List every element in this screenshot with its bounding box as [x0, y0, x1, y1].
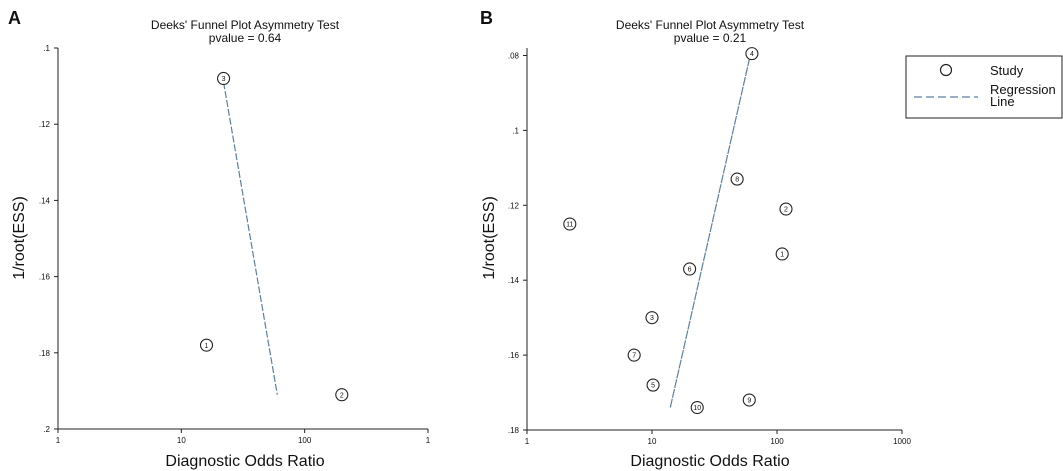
study-label: 2 — [340, 392, 344, 399]
y-tick-label-b: .08 — [508, 51, 520, 60]
study-marker — [779, 202, 793, 216]
x-tick-label-b: 1000 — [893, 437, 911, 446]
x-tick-label-b: 100 — [770, 437, 784, 446]
y-tick-label-b: .16 — [508, 351, 520, 360]
study-point-b-5: 5 — [646, 378, 660, 392]
regression-line-segment-a — [222, 82, 278, 395]
study-point-b-2: 2 — [779, 202, 793, 216]
study-point-b-11: 11 — [563, 217, 577, 231]
chart-subtitle-b: pvalue = 0.21 — [674, 31, 747, 45]
y-axis-label-b: 1/root(ESS) — [481, 196, 498, 280]
study-point-b-10: 10 — [690, 400, 704, 415]
chart-title-b: Deeks' Funnel Plot Asymmetry Test — [616, 18, 805, 32]
study-label: 2 — [784, 207, 788, 214]
study-marker — [199, 338, 214, 352]
y-tick-label-b: .14 — [508, 276, 520, 285]
x-tick-label-a: 10 — [177, 436, 186, 445]
study-point-b-4: 4 — [745, 47, 759, 61]
study-marker — [745, 47, 759, 61]
study-label: 3 — [650, 315, 654, 322]
study-label: 5 — [651, 383, 655, 390]
study-point-a-1: 1 — [199, 338, 214, 352]
study-marker — [683, 262, 697, 276]
chart-title-a: Deeks' Funnel Plot Asymmetry Test — [151, 18, 340, 32]
study-marker — [645, 311, 659, 325]
y-tick-label-a: .18 — [39, 349, 51, 358]
regression-line-b — [669, 51, 752, 408]
legend-box — [905, 55, 1063, 119]
study-marker — [627, 348, 641, 362]
study-point-b-9: 9 — [742, 393, 756, 407]
y-tick-label-b: .12 — [508, 201, 520, 210]
y-tick-label-b: .18 — [508, 426, 520, 435]
y-tick-label-b: .1 — [512, 126, 519, 135]
study-label: 3 — [222, 76, 226, 83]
study-label: 8 — [735, 177, 739, 184]
y-tick-label-a: .2 — [43, 425, 50, 434]
x-tick-label-a: 100 — [298, 436, 312, 445]
panel-a: A Deeks' Funnel Plot Asymmetry Test pval… — [8, 8, 431, 470]
panel-label-a: A — [8, 8, 21, 28]
study-marker — [646, 378, 660, 392]
legend-study-label: Study — [990, 63, 1024, 78]
study-label: 7 — [632, 353, 636, 360]
panel-b: B Deeks' Funnel Plot Asymmetry Test pval… — [480, 8, 911, 470]
x-tick-label-b: 1 — [525, 437, 530, 446]
y-tick-label-a: .1 — [43, 44, 50, 53]
study-point-a-3: 3 — [217, 71, 231, 86]
study-marker — [775, 247, 789, 261]
points-a: 1 2 3 — [199, 71, 349, 402]
study-point-b-7: 7 — [627, 348, 641, 362]
x-axis-label-b: Diagnostic Odds Ratio — [630, 453, 789, 470]
y-tick-label-a: .16 — [39, 273, 51, 282]
panel-label-b: B — [480, 8, 493, 28]
study-point-b-1: 1 — [775, 247, 789, 261]
regression-line-a — [222, 82, 278, 395]
study-marker — [730, 172, 744, 186]
study-marker — [742, 393, 756, 407]
study-label: 4 — [750, 51, 754, 58]
y-axis-label-a: 1/root(ESS) — [11, 196, 28, 280]
study-label: 9 — [747, 398, 751, 405]
study-label: 1 — [780, 252, 784, 259]
regression-line-segment-b — [669, 51, 752, 408]
y-tick-label-a: .12 — [39, 120, 51, 129]
axes-b: .08 .1 .12 .14 .16 .18 1 10 100 1000 — [508, 48, 911, 446]
x-tick-label-a: 1 — [426, 436, 431, 445]
study-label: 1 — [205, 343, 209, 350]
study-label: 10 — [693, 405, 701, 412]
x-tick-label-b: 10 — [648, 437, 657, 446]
legend-study-marker — [939, 63, 953, 77]
points-b: 1 2 3 4 5 6 7 8 9 10 11 — [563, 47, 793, 415]
y-tick-label-a: .14 — [39, 196, 51, 205]
study-marker — [690, 400, 704, 415]
legend: Study Regression Line — [905, 55, 1063, 119]
study-marker — [217, 71, 231, 86]
legend-regression-label-2: Line — [990, 94, 1015, 109]
study-point-b-8: 8 — [730, 172, 744, 186]
study-label: 6 — [688, 267, 692, 274]
x-tick-label-a: 1 — [56, 436, 61, 445]
x-axis-label-a: Diagnostic Odds Ratio — [165, 453, 324, 470]
study-point-a-2: 2 — [335, 388, 349, 402]
study-marker — [335, 388, 349, 402]
axes-a: .1 .12 .14 .16 .18 .2 1 10 100 1 — [39, 44, 431, 445]
chart-subtitle-a: pvalue = 0.64 — [209, 31, 282, 45]
study-marker — [563, 217, 577, 231]
legend-regression-label-1: Regression — [990, 82, 1056, 97]
study-label: 11 — [566, 222, 573, 229]
study-point-b-3: 3 — [645, 311, 659, 325]
study-point-b-6: 6 — [683, 262, 697, 276]
